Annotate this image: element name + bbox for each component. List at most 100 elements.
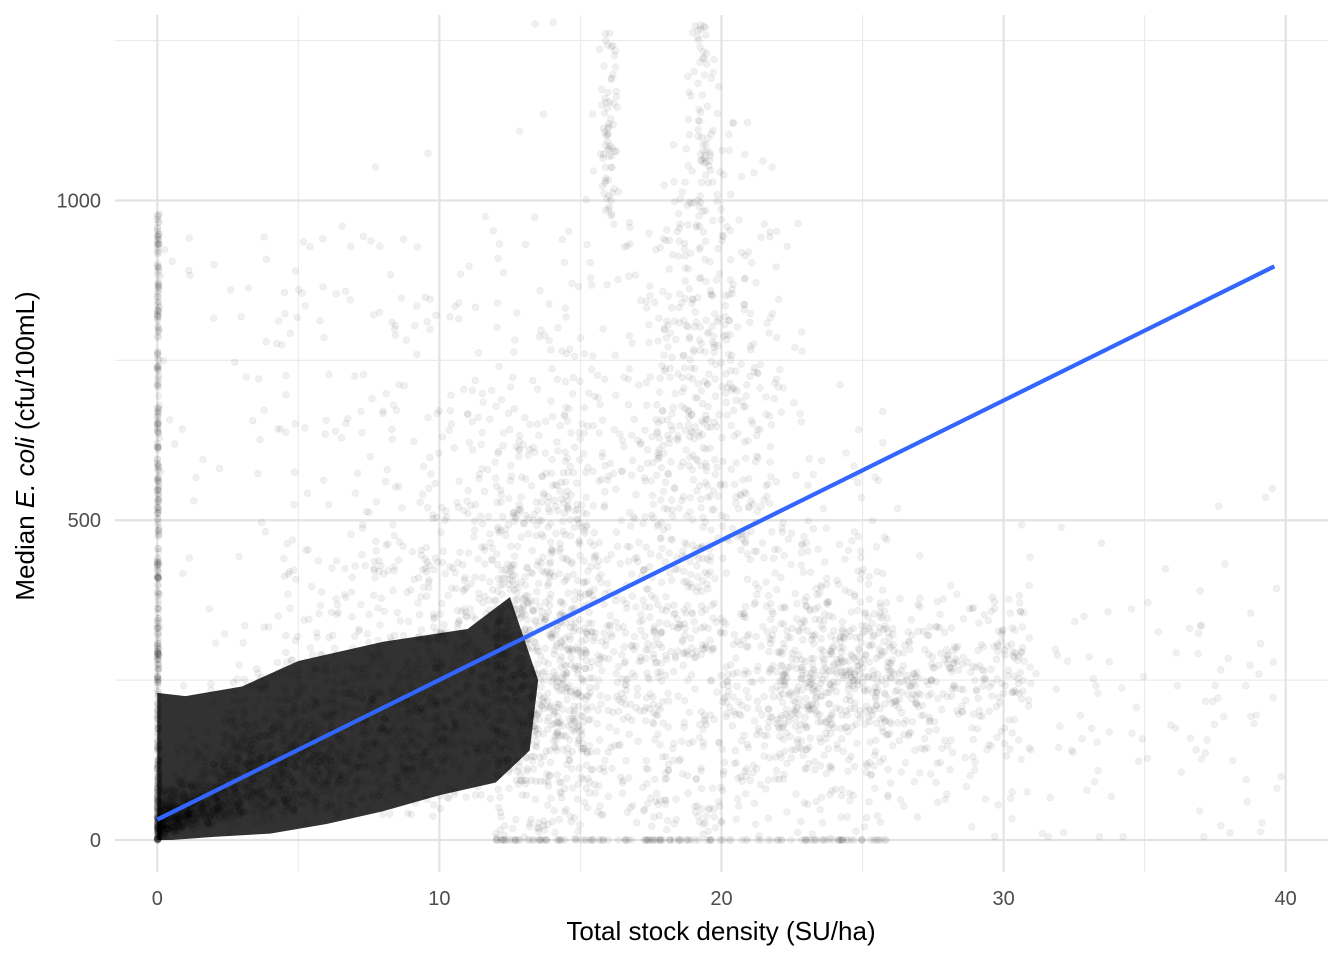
scatter-point [645, 321, 653, 329]
scatter-point [555, 719, 564, 728]
scatter-point [220, 801, 228, 809]
scatter-point [729, 640, 738, 649]
scatter-point [154, 366, 162, 374]
scatter-point [247, 740, 255, 749]
scatter-point [480, 487, 489, 496]
scatter-point [474, 783, 482, 791]
scatter-point [406, 735, 414, 743]
scatter-point [753, 425, 762, 434]
scatter-point [838, 617, 847, 626]
scatter-point [258, 685, 266, 693]
scatter-point [403, 657, 411, 665]
scatter-point [286, 604, 294, 612]
scatter-point [682, 609, 690, 617]
scatter-point [311, 805, 319, 813]
scatter-point [847, 608, 855, 616]
scatter-point [546, 746, 554, 755]
scatter-point [668, 410, 676, 418]
scatter-point [752, 547, 761, 555]
scatter-point [608, 764, 616, 773]
scatter-point [492, 402, 500, 410]
scatter-point [816, 761, 825, 770]
scatter-point [440, 768, 448, 776]
scatter-point [494, 708, 502, 716]
scatter-point [754, 704, 763, 713]
scatter-point [427, 649, 435, 657]
scatter-point [505, 425, 514, 434]
scatter-point [725, 703, 734, 711]
scatter-point [366, 745, 374, 753]
scatter-point [628, 431, 636, 439]
scatter-point [604, 706, 612, 715]
scatter-point [221, 715, 230, 723]
scatter-point [473, 748, 482, 756]
scatter-point [519, 718, 527, 726]
scatter-point [422, 638, 431, 646]
scatter-point [438, 721, 447, 730]
scatter-point [312, 665, 321, 673]
scatter-point [713, 463, 721, 471]
scatter-point [425, 578, 433, 586]
scatter-point [276, 769, 285, 778]
scatter-point [723, 383, 732, 391]
scatter-point [678, 496, 686, 505]
scatter-point [243, 681, 252, 689]
scatter-point [464, 486, 472, 495]
scatter-point [780, 551, 788, 560]
scatter-point [291, 761, 300, 770]
scatter-point [291, 704, 299, 712]
scatter-point [448, 710, 456, 718]
scatter-point [180, 813, 189, 821]
scatter-point [595, 782, 603, 790]
scatter-point [259, 786, 267, 795]
scatter-point [184, 760, 192, 768]
scatter-point [555, 815, 563, 824]
scatter-point [691, 308, 699, 316]
scatter-point [257, 743, 266, 752]
scatter-point [499, 512, 507, 521]
scatter-point [154, 821, 162, 830]
scatter-point [593, 747, 601, 756]
scatter-point [243, 792, 252, 800]
scatter-point [647, 477, 655, 485]
scatter-point [300, 762, 309, 770]
scatter-point [175, 777, 184, 785]
scatter-point [486, 538, 495, 547]
scatter-point [801, 836, 809, 844]
scatter-point [351, 562, 359, 570]
scatter-point [549, 707, 558, 716]
scatter-point [513, 719, 522, 727]
scatter-point [154, 822, 163, 831]
scatter-point [523, 730, 532, 739]
scatter-point [674, 432, 683, 440]
scatter-point [717, 216, 726, 224]
scatter-point [802, 538, 810, 547]
scatter-point [348, 573, 356, 581]
scatter-point [313, 633, 321, 641]
scatter-point [485, 577, 494, 586]
scatter-point [565, 756, 574, 764]
scatter-point [387, 708, 396, 716]
scatter-point [493, 734, 501, 742]
scatter-point [860, 823, 869, 831]
scatter-point [759, 157, 767, 165]
scatter-point [727, 351, 736, 360]
scatter-point [594, 706, 602, 714]
scatter-point [427, 738, 435, 746]
scatter-point [693, 561, 701, 570]
scatter-point [550, 650, 558, 658]
scatter-point [692, 775, 700, 783]
scatter-point [762, 578, 770, 586]
scatter-point [663, 431, 672, 440]
scatter-point [262, 795, 270, 803]
scatter-point [726, 190, 735, 199]
scatter-point [205, 605, 214, 613]
scatter-point [585, 389, 593, 397]
scatter-point [250, 734, 258, 743]
scatter-point [600, 600, 608, 608]
scatter-point [523, 681, 532, 690]
scatter-point [446, 563, 454, 571]
scatter-point [837, 813, 845, 821]
scatter-point [612, 727, 621, 735]
scatter-point [626, 522, 635, 530]
